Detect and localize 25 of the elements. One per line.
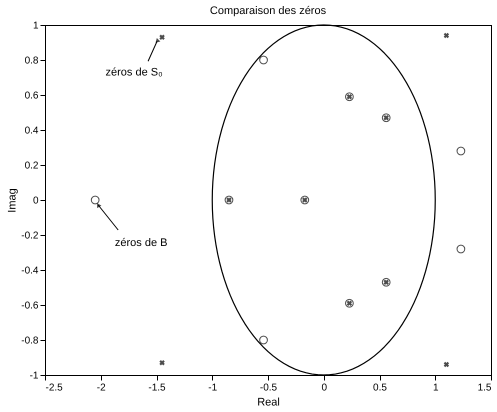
y-axis-title: Imag [6,188,18,213]
y-tick-label: -0.8 [21,336,39,346]
x-tick-label: 0 [321,382,328,394]
y-tick-label: 0.6 [24,90,39,102]
x-tick-label: -2.5 [46,382,64,394]
y-tick-label: -0.4 [21,266,39,276]
x-tick-label: -2 [96,382,106,394]
x-tick-label: 1.5 [478,382,492,394]
y-tick-label: -0.2 [21,230,39,242]
x-tick-label: -1 [208,382,218,394]
x-tick-label: -1.5 [148,382,166,394]
y-tick-label: 1 [32,20,39,32]
x-tick-label: -0.5 [260,382,278,394]
y-tick-label: 0.4 [24,126,39,136]
x-tick-label: 0.5 [373,382,388,394]
y-tick-label: 0 [32,196,39,206]
x-axis-title: Real [257,396,280,408]
annotation: zéros de B [114,237,168,249]
y-tick-label: 0.2 [24,160,39,172]
chart-title: Comparaison des zéros [210,5,327,17]
x-tick-label: 1 [432,382,439,394]
y-tick-label: 0.8 [24,56,39,66]
y-tick-label: -1 [30,370,39,382]
y-tick-label: -0.6 [21,300,39,312]
annotation: zéros de S₀ [105,66,163,78]
